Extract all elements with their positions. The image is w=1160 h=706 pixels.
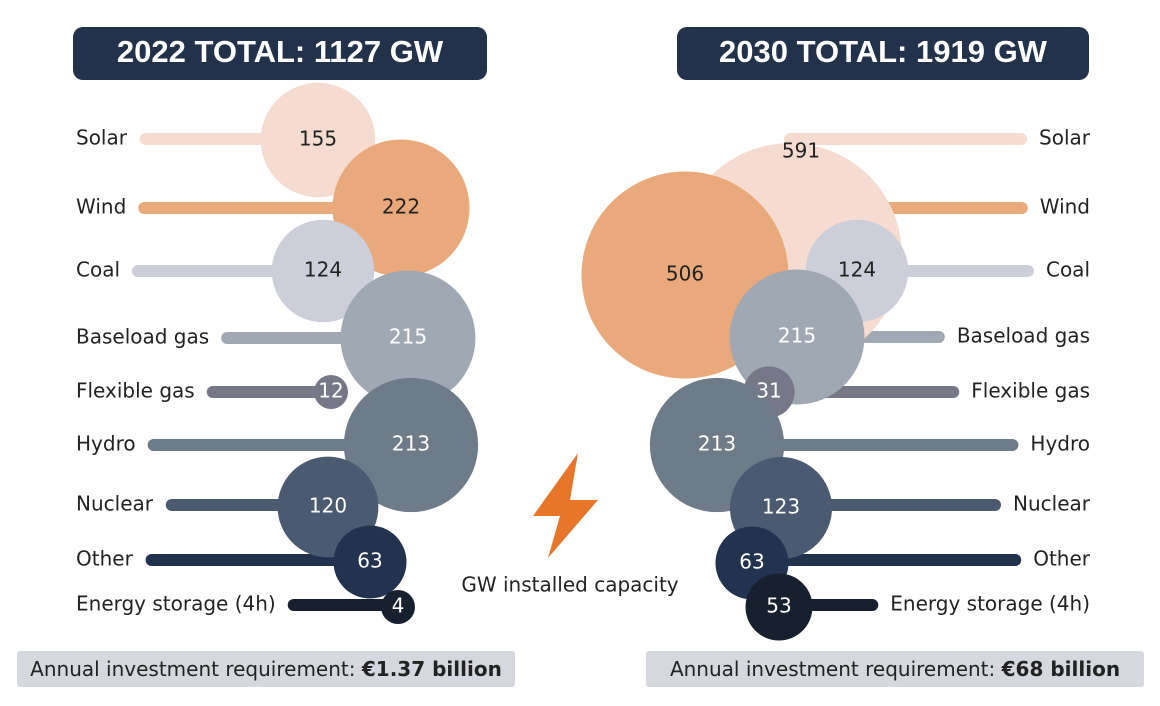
- footer-box: [646, 651, 1144, 687]
- bubble: [745, 573, 813, 641]
- category-label: Solar: [1039, 126, 1091, 150]
- title-box: [677, 27, 1089, 80]
- value-label: 63: [739, 550, 764, 574]
- category-label: Baseload gas: [76, 325, 209, 349]
- category-label: Nuclear: [76, 492, 154, 516]
- caption: GW installed capacity: [461, 573, 678, 597]
- category-label: Other: [1033, 547, 1091, 571]
- connectors: [132, 133, 1034, 611]
- bubble: [271, 219, 375, 323]
- category-label: Wind: [76, 195, 126, 219]
- category-label: Hydro: [1030, 432, 1090, 456]
- category-label: Other: [76, 547, 134, 571]
- bubble: [332, 139, 470, 277]
- value-label: 222: [382, 195, 420, 219]
- footer: Annual investment requirement: €68 billi…: [670, 657, 1120, 681]
- category-label: Nuclear: [1013, 492, 1091, 516]
- value-label: 123: [762, 495, 800, 519]
- lightning-icon: [533, 453, 598, 558]
- bubble: [381, 590, 415, 624]
- title-box: [73, 27, 487, 80]
- value-label: 53: [766, 594, 791, 618]
- value-label: 124: [838, 258, 876, 282]
- value-label: 215: [389, 325, 427, 349]
- footer-label: Annual investment requirement:: [30, 657, 355, 681]
- bubble: [340, 270, 476, 406]
- value-label: 31: [756, 379, 781, 403]
- footer-value: €1.37 billion: [361, 657, 502, 681]
- value-label: 4: [392, 594, 405, 618]
- category-label: Hydro: [76, 432, 136, 456]
- bubbles: 155 222 124 215 12 213 120 63 4 591 506 124 215 31 213…: [260, 82, 909, 641]
- footer-label: Annual investment requirement:: [670, 657, 995, 681]
- chart-title: 2022 TOTAL: 1127 GW: [117, 34, 444, 69]
- value-label: 213: [698, 432, 736, 456]
- category-label: Coal: [1046, 258, 1090, 282]
- bubble: [343, 377, 479, 513]
- bubble: [333, 525, 407, 599]
- value-label: 213: [392, 432, 430, 456]
- footer-value: €68 billion: [1001, 657, 1120, 681]
- value-label: 155: [299, 127, 337, 151]
- value-label: 591: [782, 139, 820, 163]
- value-label: 120: [309, 494, 347, 518]
- category-label: Energy storage (4h): [890, 592, 1090, 616]
- bubble: [314, 375, 348, 409]
- category-label: Solar: [76, 126, 128, 150]
- value-label: 63: [357, 549, 382, 573]
- value-label: 12: [318, 379, 343, 403]
- footer: Annual investment requirement: €1.37 bil…: [30, 657, 502, 681]
- category-label: Wind: [1040, 195, 1090, 219]
- value-label: 124: [304, 258, 342, 282]
- value-label: 506: [666, 262, 704, 286]
- category-label: Coal: [76, 258, 120, 282]
- value-label: 215: [778, 324, 816, 348]
- category-label: Energy storage (4h): [76, 592, 276, 616]
- footer-box: [17, 651, 515, 687]
- chart-title: 2030 TOTAL: 1919 GW: [719, 34, 1048, 69]
- category-label: Flexible gas: [971, 379, 1090, 403]
- category-label: Flexible gas: [76, 379, 195, 403]
- category-label: Baseload gas: [957, 324, 1090, 348]
